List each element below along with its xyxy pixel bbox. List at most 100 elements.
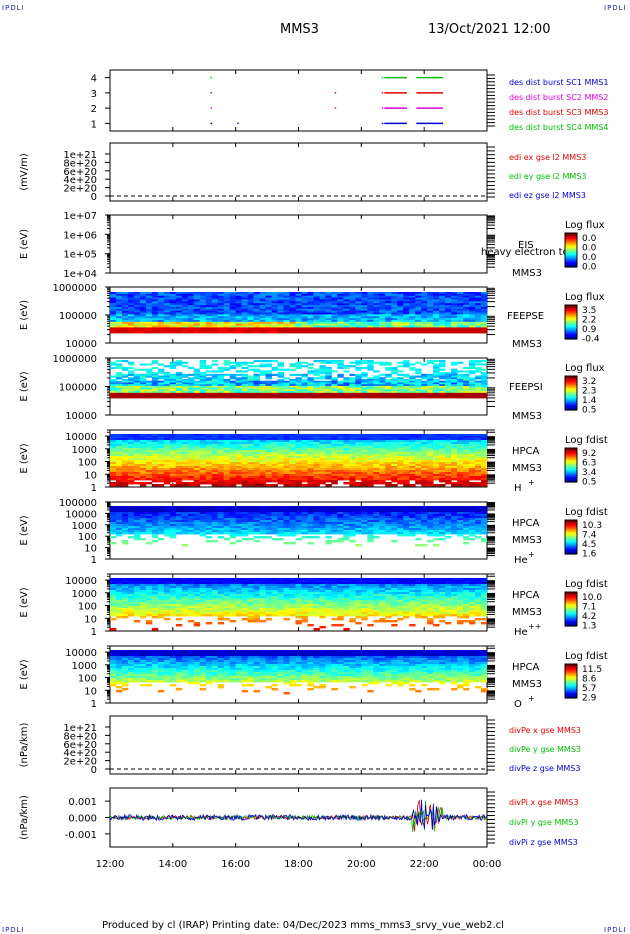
panel-hpca-h-cell (181, 448, 189, 451)
panel-feepsi-cell (241, 366, 249, 370)
panel-hpca-h-cell (235, 454, 243, 457)
panel-feepse-cell (223, 321, 231, 325)
panel-feepse-cell (427, 310, 434, 313)
panel-hpca-h-cell (175, 482, 183, 485)
panel-feepsi-cell (121, 392, 129, 395)
panel-feepsi-cell (217, 370, 225, 373)
panel-hpca-h-cell (475, 482, 482, 485)
panel-feepsi-cell (187, 377, 195, 380)
panel-feepse-cell (283, 297, 290, 300)
panel-feepsi-cell (469, 379, 476, 382)
panel-hpca-h-cell (367, 452, 374, 455)
panel-feepse-cell (133, 299, 141, 302)
panel-feepse-cell (421, 329, 428, 332)
panel-hpca-he-cell (187, 518, 195, 521)
panel-feepsi-cell (115, 366, 123, 370)
panel-feepse-cell (187, 306, 195, 310)
panel-divpe-legend-entry: divPe y gse MMS3 (509, 745, 581, 754)
panel-hpca-h-cell (445, 470, 452, 473)
panel-hpca-h-cell (229, 462, 237, 465)
panel-feepse-cell (110, 308, 117, 312)
panel-feepsi-colorbar-swatch (565, 407, 577, 410)
panel-feepse-cell (193, 301, 201, 304)
panel-feepse-cell (349, 310, 356, 313)
panel-hpca-h-cell (367, 482, 374, 485)
panel-hpca-h-cell (331, 470, 338, 473)
panel-hpca-h-cell (439, 472, 446, 475)
panel-hpca-h-cell (277, 454, 284, 457)
panel-hpca-he-cell (139, 518, 147, 521)
panel-hpca-h-cell (169, 438, 177, 441)
panel-feepse-cell (265, 331, 272, 334)
panel-hpca-he-cell (127, 530, 135, 533)
panel-hpca-h-cell (205, 482, 213, 485)
panel-hpca-he-cell (247, 508, 255, 511)
panel-hpca-h-cell (277, 474, 284, 477)
panel-hpca-he-cell (145, 518, 153, 521)
panel-hpca-h-cell (163, 482, 171, 485)
panel-feepse-cell (163, 306, 171, 310)
panel-hpca-h-cell (349, 468, 356, 471)
panel-feepsi-cell (163, 392, 171, 395)
panel-hpca-he-cell (121, 506, 129, 509)
panel-feepsi-cell (271, 385, 278, 389)
panel-hpca-h-cell (385, 452, 392, 455)
panel-feepse-cell (121, 325, 129, 328)
panel-hpca-h-cell (337, 456, 344, 459)
panel-feepse-cell (385, 293, 392, 297)
panel-feepse-cell (127, 316, 135, 319)
panel-hpca-h-cell (433, 478, 440, 481)
panel-feepsi-cell (223, 385, 231, 389)
panel-hpca-he-cell (121, 510, 129, 513)
panel-hpca-h-cell (217, 440, 225, 443)
panel-feepse-colorbar-swatch (565, 336, 577, 339)
panel-hpca-he-cell (241, 514, 249, 517)
panel-hpca-h-cell (475, 454, 482, 457)
panel-hpca-h-cell (409, 476, 416, 479)
panel-feepse-cell (253, 325, 261, 328)
panel-feepsi-colorbar-swatch (565, 377, 577, 380)
panel-feepsi-cell (385, 384, 392, 387)
panel-feepsi-cell (379, 379, 386, 382)
panel-hpca-h-cell (127, 452, 135, 455)
panel-hpca-h-cell (319, 468, 326, 471)
panel-feepsi-cell (325, 384, 332, 387)
panel-feepsi-cell (145, 389, 153, 392)
panel-hpca-he-cell (241, 516, 249, 519)
panel-feepse-cell (110, 329, 117, 332)
panel-feepse-cell (295, 316, 302, 319)
panel-hpca-h-cell (283, 482, 290, 485)
panel-feepse-cell (301, 312, 308, 315)
panel-feepsi-cell (247, 368, 255, 371)
panel-feepse-cell (391, 295, 398, 298)
panel-hpca-h-cell (259, 454, 266, 457)
panel-eis-colorbar-tick: 0.0 (582, 253, 597, 263)
panel-hpca-h-cell (415, 482, 422, 485)
panel-feepsi-cell (127, 370, 135, 373)
panel-feepse-cell (307, 303, 314, 306)
panel-hpca-h-cell (385, 444, 392, 447)
panel-hpca-h-cell (379, 480, 386, 483)
panel-feepsi-cell (409, 375, 416, 378)
panel-hpca-h-cell (301, 484, 308, 487)
panel-feepse-cell (199, 316, 207, 319)
panel-feepse-cell (373, 325, 380, 328)
panel-feepsi-cell (325, 373, 332, 376)
panel-feepsi-cell (415, 387, 422, 390)
panel-hpca-h-cell (331, 476, 338, 479)
panel-hpca-h-cell (139, 482, 147, 485)
panel-feepsi-cell (145, 372, 153, 375)
panel-feepsi-cell (319, 372, 326, 375)
panel-hpca-h-cell (187, 476, 195, 479)
panel-feepsi-cell (295, 392, 302, 395)
panel-feepse-colorbar-swatch (565, 331, 577, 334)
panel-feepse-cell (151, 308, 159, 312)
panel-hpca-h-cell (433, 464, 440, 467)
panel-hpca-h-cell (151, 448, 159, 451)
panel-hpca-h-cell (361, 460, 368, 463)
panel-hpca-h-cell (247, 464, 255, 467)
panel-feepse-cell (289, 316, 296, 319)
panel-hpca-h-cell (481, 434, 488, 437)
panel-hpca-h-cell (277, 444, 284, 447)
panel-feepse-cell (265, 327, 272, 330)
